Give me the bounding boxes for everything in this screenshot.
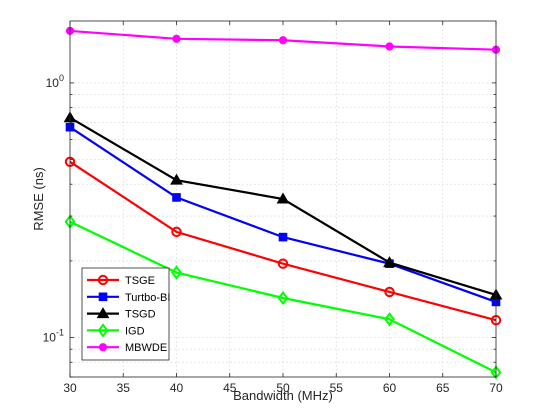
x-tick-label: 30 bbox=[63, 381, 77, 395]
legend-marker-igd bbox=[97, 323, 109, 338]
x-tick-label: 55 bbox=[330, 381, 344, 395]
data-point-turtbo-bi bbox=[172, 193, 181, 202]
x-tick-label: 40 bbox=[170, 381, 184, 395]
x-tick-label: 70 bbox=[489, 381, 503, 395]
axis-ticks: 30 35 40 45 50 55 60 65 70 10-1 100 bbox=[43, 21, 503, 395]
legend-item-tsgd: TSGD bbox=[87, 307, 156, 321]
series-line-tsge bbox=[69, 160, 497, 322]
data-point-igd bbox=[384, 312, 395, 327]
data-point-tsge bbox=[384, 286, 395, 298]
legend-item-turtbo-bi: Turtbo-BI bbox=[87, 292, 170, 304]
legend-item-tsge: TSGE bbox=[87, 274, 155, 287]
data-point-igd bbox=[277, 290, 289, 306]
legend-label-igd: IGD bbox=[125, 325, 145, 337]
legend: TSGE Turtbo-BI TSGD IGD MBWDE bbox=[81, 267, 170, 361]
legend-marker-turtbo-bi bbox=[98, 292, 108, 302]
x-tick-label: 65 bbox=[436, 381, 450, 395]
data-point-tsgd bbox=[276, 192, 290, 204]
data-point-tsgd bbox=[383, 256, 396, 268]
y-axis-title: RMSE (ns) bbox=[31, 167, 46, 231]
series-igd bbox=[64, 214, 502, 380]
x-tick-label: 50 bbox=[276, 381, 290, 395]
data-point-tsgd bbox=[170, 173, 183, 185]
data-point-tsge bbox=[171, 226, 182, 238]
y-tick-label: 10-1 bbox=[43, 328, 64, 345]
data-point-igd bbox=[171, 265, 182, 280]
legend-marker-mbwde bbox=[98, 343, 108, 352]
x-tick-label: 35 bbox=[117, 381, 131, 395]
data-point-mbwde bbox=[385, 42, 394, 51]
legend-marker-tsge bbox=[97, 274, 109, 286]
legend-label-mbwde: MBWDE bbox=[125, 342, 167, 354]
y-tick-label: 100 bbox=[46, 73, 64, 90]
data-point-mbwde bbox=[172, 34, 181, 43]
series-line-igd bbox=[69, 220, 497, 374]
legend-item-igd: IGD bbox=[87, 323, 145, 338]
data-point-tsge bbox=[277, 258, 289, 269]
data-point-mbwde bbox=[278, 36, 288, 45]
data-point-igd bbox=[490, 365, 502, 380]
legend-item-mbwde: MBWDE bbox=[87, 342, 167, 354]
x-tick-label: 45 bbox=[223, 381, 237, 395]
legend-label-turtbo-bi: Turtbo-BI bbox=[125, 292, 170, 304]
x-tick-label: 60 bbox=[383, 381, 397, 395]
series-tsge bbox=[64, 156, 502, 326]
legend-label-tsgd: TSGD bbox=[125, 309, 156, 321]
data-point-turtbo-bi bbox=[278, 232, 288, 242]
x-axis-title: Bandwidth (MHz) bbox=[233, 388, 333, 403]
legend-label-tsge: TSGE bbox=[125, 275, 155, 287]
legend-marker-tsgd bbox=[96, 307, 110, 319]
